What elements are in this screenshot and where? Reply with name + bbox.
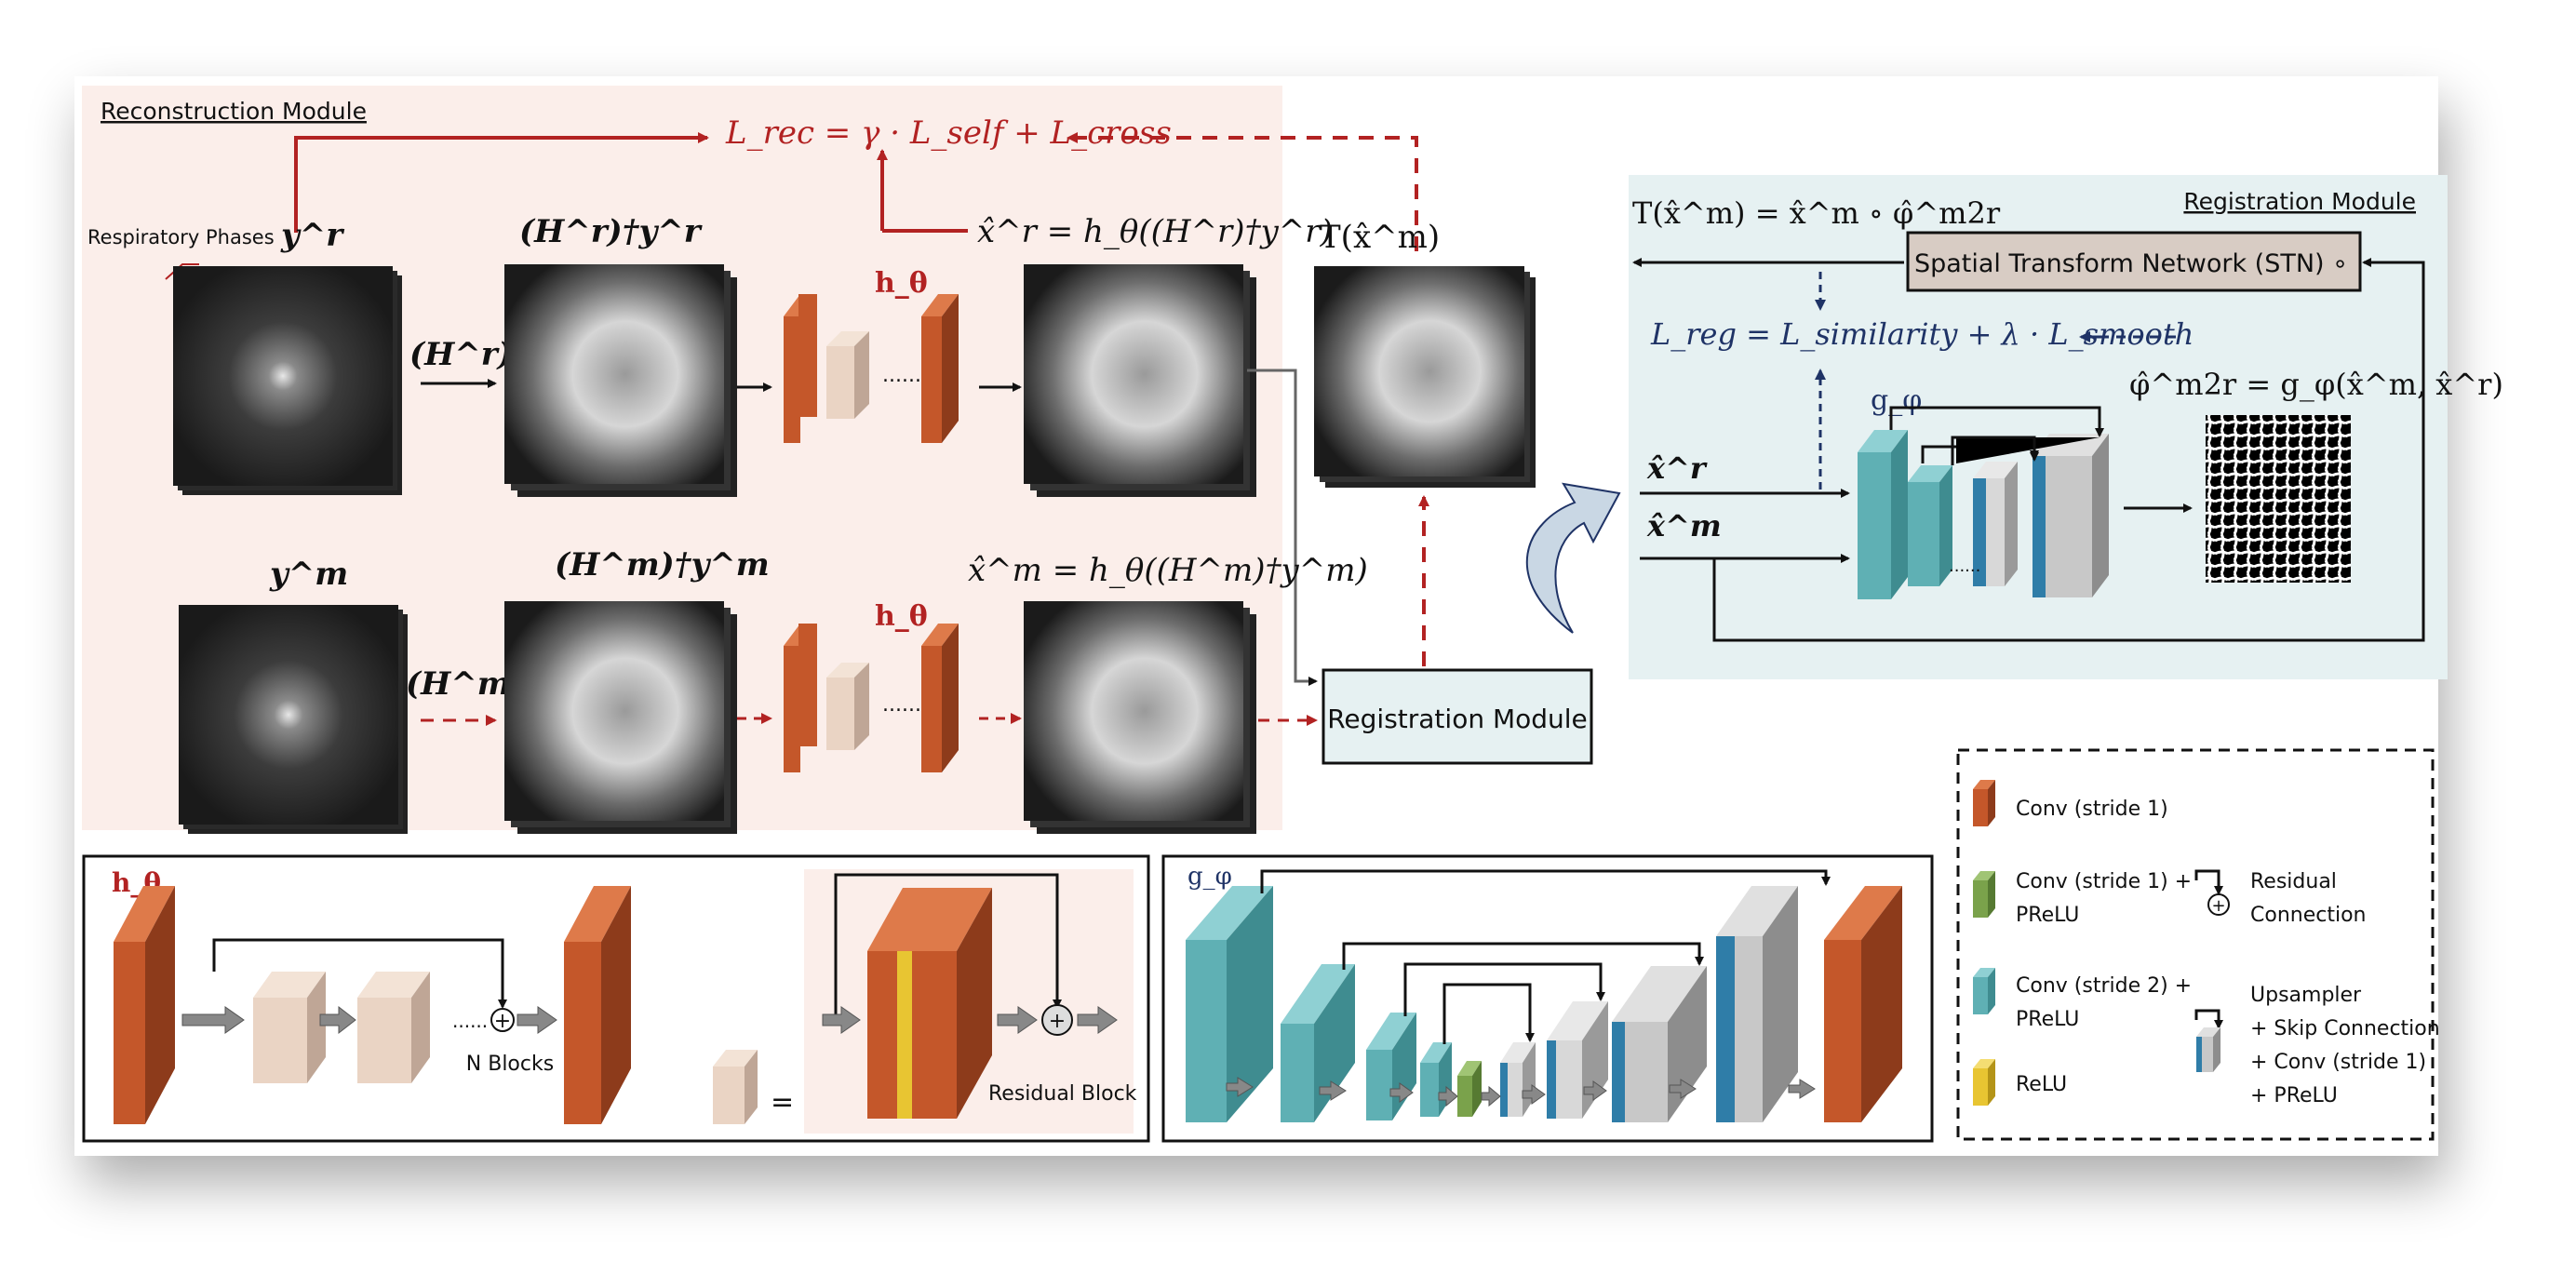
registration-module-box-label: Registration Module: [1327, 704, 1588, 734]
h-detail-ellipsis: ......: [452, 1010, 488, 1032]
reg-module-title: Registration Module: [2183, 188, 2416, 215]
respiratory-phases-label: Respiratory Phases: [87, 226, 275, 248]
legend-residual-line2: Connection: [2250, 904, 2366, 927]
backproj-m-image: [504, 601, 737, 834]
legend-upsampler-line2: + Skip Connection: [2250, 1017, 2440, 1040]
y-m-label: y^m: [269, 556, 348, 593]
svg-text:+: +: [1049, 1010, 1066, 1033]
x-hat-m-label: x̂^m = h_θ((H^m)†y^m): [968, 552, 1368, 589]
legend-conv2-prelu-line2: PReLU: [2016, 1008, 2079, 1031]
legend-swatches: +: [1973, 780, 2230, 1106]
cross-loss-dashed-arrow: [1067, 132, 1418, 251]
phi-eq: φ̂^m2r = g_φ(x̂^m, x̂^r): [2129, 367, 2503, 402]
t-x-m-image: [1314, 266, 1536, 488]
kspace-m-stack: [179, 605, 408, 834]
legend-residual-line1: Residual: [2250, 870, 2337, 893]
g-phi-detail-title: g_φ: [1187, 863, 1232, 891]
legend-conv1-prelu-line2: PReLU: [2016, 904, 2079, 927]
registration-module-box[interactable]: [1322, 668, 1593, 765]
x-hat-m-image: [1024, 601, 1256, 834]
deformation-field: [2206, 415, 2351, 583]
x-r-input-label: x̂^r: [1646, 450, 1708, 486]
x-hat-r-label: x̂^r = h_θ((H^r)†y^r): [977, 213, 1333, 250]
h-theta-r-label: h_θ: [875, 267, 928, 300]
phase-marker: [165, 263, 199, 280]
transform-eq: T(x̂^m) = x̂^m ∘ φ̂^m2r: [1632, 195, 2001, 231]
h-theta-r-ellipsis: ......: [882, 364, 921, 387]
x-m-input-label: x̂^m: [1646, 508, 1722, 543]
stn-label: Spatial Transform Network (STN) ∘: [1914, 249, 2348, 278]
legend-upsampler-line3: + Conv (stride 1): [2250, 1051, 2426, 1074]
h-theta-detail-network: + +: [114, 869, 1134, 1134]
g-phi-ellipsis: ......: [1949, 557, 1980, 576]
backproj-r-label: (H^r)†y^r: [519, 213, 703, 250]
x-hat-r-to-reg-arrow: [1247, 369, 1318, 686]
legend-conv2-prelu-line1: Conv (stride 2) +: [2016, 974, 2192, 998]
recon-module-title: Reconstruction Module: [101, 98, 367, 125]
loss-rec: L_rec = γ · L_self + L_cross: [725, 114, 1172, 152]
legend-box: [1956, 748, 2435, 1141]
x-hat-r-image: [1024, 264, 1256, 497]
equals-sign: =: [771, 1086, 794, 1119]
self-loss-arrow: [294, 132, 709, 233]
t-x-m-label: T(x̂^m): [1320, 219, 1440, 256]
y-r-label: y^r: [280, 217, 344, 254]
loss-reg: L_reg = L_similarity + λ · L_smooth: [1650, 316, 2194, 352]
legend-conv1-prelu-line1: Conv (stride 1) +: [2016, 870, 2192, 893]
g-phi-detail-network: [1186, 869, 1902, 1122]
n-blocks-label: N Blocks: [466, 1053, 554, 1076]
svg-text:+: +: [494, 1010, 511, 1033]
g-phi-label: g_φ: [1871, 384, 1922, 417]
backproj-m-label: (H^m)†y^m: [555, 546, 770, 584]
svg-text:+: +: [2211, 896, 2225, 916]
legend-relu: ReLU: [2016, 1073, 2067, 1096]
x-m-to-stn-arrow: [1712, 258, 2425, 642]
h-theta-m-ellipsis: ......: [882, 693, 921, 717]
curved-zoom-arrow: [1525, 482, 1621, 634]
h-theta-m-label: h_θ: [875, 600, 928, 633]
legend-conv1: Conv (stride 1): [2016, 798, 2168, 821]
legend-upsampler-line1: Upsampler: [2250, 984, 2362, 1007]
g-phi-network: [1858, 406, 2109, 599]
stn-box[interactable]: [1906, 231, 2362, 292]
backproj-r-image: [504, 264, 737, 497]
h-theta-r-network: [784, 294, 959, 443]
legend-upsampler-line4: + PReLU: [2250, 1084, 2338, 1107]
h-theta-m-network: [784, 624, 959, 772]
residual-block-label: Residual Block: [988, 1082, 1137, 1106]
kspace-r-stack: [173, 266, 402, 495]
